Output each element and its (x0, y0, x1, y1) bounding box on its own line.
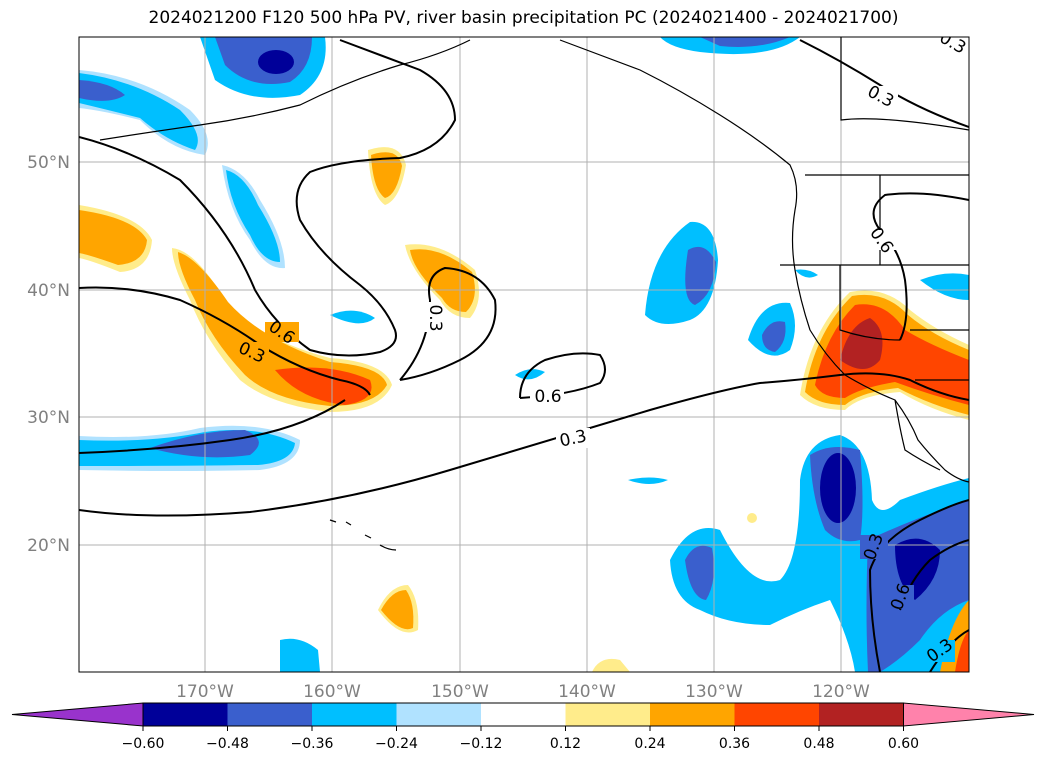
colorbar-tick-label: −0.48 (206, 736, 249, 752)
colorbar-segment (650, 703, 735, 726)
lon-label: 140°W (558, 682, 616, 702)
colorbar-tick-label: 0.48 (803, 736, 834, 752)
colorbar-segment (396, 703, 481, 726)
pv-contours (79, 39, 969, 672)
colorbar-segment (565, 703, 650, 726)
colorbar-segment (734, 703, 819, 726)
lon-label: 120°W (812, 682, 870, 702)
colorbar-tick-label: 0.36 (719, 736, 750, 752)
lat-label: 50°N (27, 153, 70, 173)
colorbar-tick-label: −0.24 (375, 736, 418, 752)
colorbar-extend-high (903, 702, 1035, 727)
colorbar-segment (481, 703, 566, 726)
colorbar-tick-label: −0.36 (291, 736, 334, 752)
colorbar-frame (142, 702, 904, 727)
colorbar-segment (227, 703, 312, 726)
colorbar-tick-label: −0.60 (122, 736, 165, 752)
lon-label: 170°W (176, 682, 234, 702)
lat-label: 40°N (27, 281, 70, 301)
contour-labels: 0.3 0.6 0.3 0.6 0.3 0.3 0.6 0.3 0.6 0.3 … (235, 37, 969, 667)
shading-layer (79, 37, 969, 672)
colorbar-tick-label: 0.24 (634, 736, 665, 752)
coastlines (99, 37, 969, 551)
colorbar-tick-label: 0.60 (888, 736, 919, 752)
colorbar-tick-label: 0.12 (550, 736, 581, 752)
lon-label: 160°W (303, 682, 361, 702)
colorbar-extend-low (11, 702, 144, 727)
plot-frame (78, 36, 970, 673)
contour-label: 0.3 (425, 304, 445, 331)
lat-label: 20°N (27, 536, 70, 556)
contour-label: 0.6 (534, 387, 561, 407)
colorbar-segment (143, 703, 228, 726)
colorbar-segment (819, 703, 904, 726)
latitude-labels: 50°N 40°N 30°N 20°N (27, 153, 70, 556)
colorbar-tick-label: −0.12 (460, 736, 503, 752)
colorbar-segment (312, 703, 397, 726)
lon-label: 130°W (685, 682, 743, 702)
lon-label: 150°W (431, 682, 489, 702)
longitude-labels: 170°W 160°W 150°W 140°W 130°W 120°W (176, 682, 870, 702)
lat-label: 30°N (27, 408, 70, 428)
colorbar: −0.60 −0.48 −0.36 −0.24 −0.12 0.12 0.24 0.36 0.4… (11, 702, 1035, 752)
map-title: 2024021200 F120 500 hPa PV, river basin … (148, 8, 899, 28)
